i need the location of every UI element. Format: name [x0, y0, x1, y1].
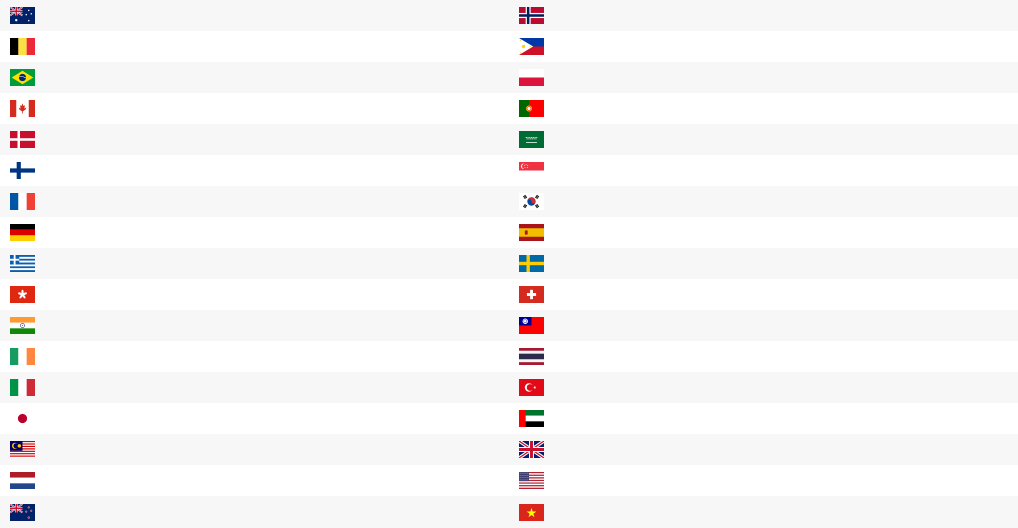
flag-portugal-icon	[519, 100, 544, 117]
flag-new-zealand-icon	[10, 503, 35, 521]
flag-list-item[interactable]	[509, 93, 1018, 124]
flag-column-right	[509, 0, 1018, 528]
flag-norway-icon	[519, 7, 544, 24]
flag-belgium-icon	[10, 38, 35, 55]
flag-list-item[interactable]	[509, 155, 1018, 186]
flag-singapore-icon	[519, 162, 544, 179]
flag-thailand-icon	[519, 348, 544, 365]
flag-france-icon	[10, 193, 35, 210]
flag-list-item[interactable]	[0, 434, 509, 465]
flag-switzerland-icon	[519, 286, 544, 303]
flag-list-item[interactable]	[509, 310, 1018, 341]
flag-greece-icon	[10, 255, 35, 272]
flag-finland-icon	[10, 162, 35, 179]
flag-ireland-icon	[10, 348, 35, 365]
flag-list-item[interactable]	[0, 124, 509, 155]
flag-list-item[interactable]	[509, 372, 1018, 403]
flag-list-item[interactable]	[509, 341, 1018, 372]
flag-philippines-icon	[519, 38, 544, 55]
flag-list-item[interactable]	[0, 248, 509, 279]
flag-list-item[interactable]	[0, 186, 509, 217]
flag-list-item[interactable]	[0, 217, 509, 248]
flag-list-item[interactable]	[509, 434, 1018, 465]
flag-list-item[interactable]	[0, 496, 509, 528]
flag-list-item[interactable]	[509, 186, 1018, 217]
flag-list-item[interactable]	[0, 310, 509, 341]
flag-list-item[interactable]	[0, 465, 509, 496]
flag-poland-icon	[519, 69, 544, 86]
flag-united-kingdom-icon	[519, 441, 544, 458]
flag-saudi-arabia-icon	[519, 131, 544, 148]
flag-turkey-icon	[519, 379, 544, 396]
flag-list-item[interactable]	[0, 31, 509, 62]
flag-list-item[interactable]	[509, 31, 1018, 62]
flag-united-states-icon	[519, 472, 544, 489]
flag-netherlands-icon	[10, 472, 35, 489]
flag-japan-icon	[10, 410, 35, 427]
flag-list-item[interactable]	[0, 62, 509, 93]
flag-sweden-icon	[519, 255, 544, 272]
flag-brazil-icon	[10, 69, 35, 86]
flag-list-item[interactable]	[0, 403, 509, 434]
flag-list-item[interactable]	[509, 403, 1018, 434]
flag-italy-icon	[10, 379, 35, 396]
flag-list-item[interactable]	[509, 217, 1018, 248]
flag-list-item[interactable]	[509, 465, 1018, 496]
flag-list-item[interactable]	[0, 341, 509, 372]
flag-spain-icon	[519, 224, 544, 241]
flag-list-item[interactable]	[509, 62, 1018, 93]
flag-list-item[interactable]	[0, 0, 509, 31]
flag-hong-kong-icon	[10, 286, 35, 303]
flag-canada-icon	[10, 100, 35, 117]
flag-list-item[interactable]	[0, 93, 509, 124]
flag-list-item[interactable]	[0, 372, 509, 403]
flag-list-item[interactable]	[0, 279, 509, 310]
flag-australia-icon	[10, 7, 35, 24]
flag-list-item[interactable]	[509, 496, 1018, 528]
flag-india-icon	[10, 317, 35, 334]
flag-malaysia-icon	[10, 441, 35, 458]
flag-germany-icon	[10, 224, 35, 241]
flag-column-left	[0, 0, 509, 528]
flag-list-item[interactable]	[509, 279, 1018, 310]
flag-vietnam-icon	[519, 503, 544, 521]
flag-list-item[interactable]	[0, 155, 509, 186]
flag-list-item[interactable]	[509, 248, 1018, 279]
flag-south-korea-icon	[519, 193, 544, 210]
flag-taiwan-icon	[519, 317, 544, 334]
flag-list-item[interactable]	[509, 0, 1018, 31]
flag-list-item[interactable]	[509, 124, 1018, 155]
flag-uae-icon	[519, 410, 544, 427]
flag-denmark-icon	[10, 131, 35, 148]
